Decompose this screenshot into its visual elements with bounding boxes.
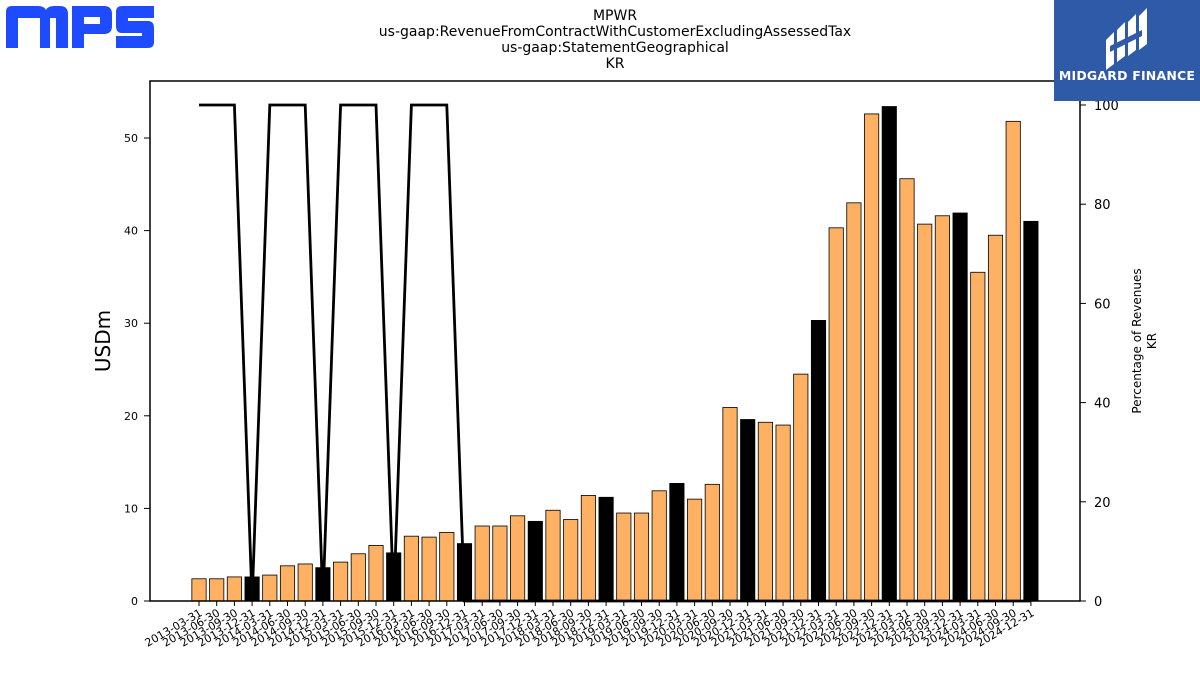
y-tick-label: 30 [124, 317, 138, 330]
mps-logo-icon [6, 6, 154, 48]
midgard-emblem-icon [1106, 8, 1147, 70]
bar-2019-09-30 [651, 490, 667, 602]
bar-2021-03-31 [757, 421, 773, 602]
bar-2018-06-30 [563, 519, 579, 602]
bar-2015-09-30 [368, 545, 384, 602]
bar-2024-09-30 [1005, 120, 1021, 602]
y2-tick-label: 0 [1094, 595, 1102, 610]
y2-tick-label: 100 [1094, 99, 1119, 114]
bar-2015-06-30 [350, 553, 366, 602]
bar-2024-06-30 [987, 234, 1004, 602]
chart-title-line: KR [606, 56, 625, 72]
bar-2013-03-31 [191, 578, 207, 602]
bar-2016-06-30 [421, 536, 437, 602]
bar-2022-12-31 [881, 106, 897, 602]
y2-axis-label-line: KR [1145, 333, 1159, 349]
bar-2021-09-30 [793, 373, 809, 602]
y2-tick-label: 80 [1094, 198, 1111, 213]
left-axis: 0 10 20 30 40 50 [124, 132, 150, 608]
bar-2016-03-31 [403, 535, 419, 602]
y-axis-label: USDm [91, 310, 115, 372]
y-tick-label: 20 [124, 410, 138, 423]
y-tick-label: 10 [124, 502, 138, 515]
bar-2014-03-31 [262, 574, 278, 602]
bar-2019-12-31 [669, 482, 685, 602]
right-axis: 0 20 40 60 80 100 [1080, 99, 1119, 610]
bar-2022-09-30 [864, 113, 880, 602]
bar-2017-12-31 [527, 520, 543, 602]
bar-2020-12-31 [740, 419, 756, 602]
y-tick-label: 50 [124, 132, 138, 145]
midgard-logo-text: MIDGARD FINANCE [1058, 68, 1196, 83]
bar-2023-03-31 [899, 178, 915, 602]
bar-2016-09-30 [439, 532, 455, 602]
bar-2023-09-30 [934, 215, 950, 602]
y-tick-label: 40 [124, 225, 138, 238]
bars-group [191, 106, 1039, 602]
bar-2019-03-31 [616, 512, 632, 602]
chart-title-line: us-gaap:StatementGeographical [501, 40, 729, 56]
chart-title-line: us-gaap:RevenueFromContractWithCustomerE… [379, 24, 851, 40]
chart-title: MPWRus-gaap:RevenueFromContractWithCusto… [379, 8, 851, 72]
bar-2024-12-31 [1023, 220, 1039, 602]
y2-tick-label: 40 [1094, 397, 1111, 412]
bar-2019-06-30 [633, 512, 650, 602]
bar-2022-03-31 [828, 227, 844, 602]
bar-2023-12-31 [952, 212, 968, 602]
bar-2017-09-30 [510, 515, 526, 602]
bar-2018-09-30 [580, 495, 596, 602]
y2-axis-label-line: Percentage of Revenues [1130, 268, 1144, 413]
chart-title-line: MPWR [593, 8, 637, 24]
midgard-finance-logo: MIDGARD FINANCE [1054, 0, 1200, 101]
bar-2017-06-30 [492, 525, 508, 602]
bar-2020-09-30 [722, 407, 738, 602]
bar-2024-03-31 [970, 271, 986, 602]
bar-2023-06-30 [917, 223, 933, 602]
bar-2020-03-31 [687, 498, 703, 602]
bar-2021-06-30 [775, 424, 791, 602]
y2-tick-label: 60 [1094, 297, 1111, 312]
bar-2014-06-30 [279, 565, 296, 602]
bar-2018-03-31 [545, 509, 561, 602]
bar-2015-03-31 [333, 561, 349, 602]
bar-2018-12-31 [598, 496, 614, 602]
x-axis: 2013-03-312013-06-302013-09-302013-12-31… [143, 601, 1036, 650]
bar-2021-12-31 [810, 320, 827, 602]
bar-2013-09-30 [226, 576, 242, 602]
plot-frame [149, 80, 1081, 602]
bar-2013-06-30 [209, 578, 225, 602]
y2-tick-label: 20 [1094, 496, 1111, 511]
y-tick-label: 0 [131, 595, 138, 608]
bar-2014-09-30 [297, 563, 313, 602]
bar-2020-06-30 [704, 483, 720, 602]
bar-2022-06-30 [846, 202, 862, 602]
y2-axis-label: Percentage of Revenues KR [1130, 268, 1159, 413]
bar-2017-03-31 [474, 525, 490, 602]
mps-logo [4, 4, 156, 50]
